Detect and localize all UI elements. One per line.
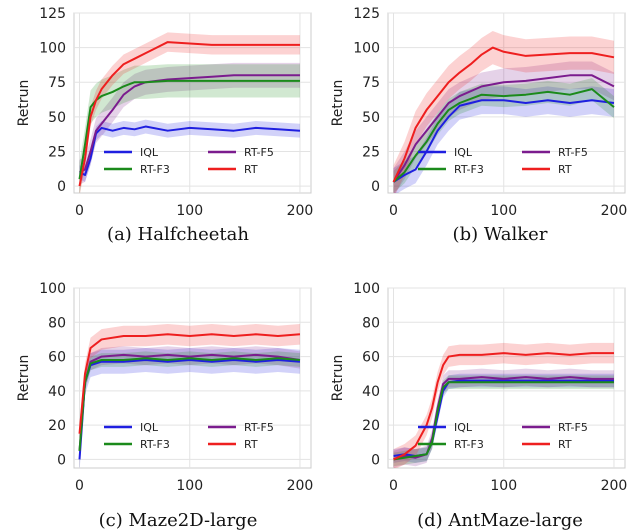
y-tick-label: 75 xyxy=(48,75,66,91)
y-tick-label: 0 xyxy=(57,452,66,468)
y-tick-label: 125 xyxy=(39,6,66,22)
x-tick-label: 200 xyxy=(287,478,314,494)
series-line-rt-f5 xyxy=(79,74,300,174)
x-tick-label: 100 xyxy=(490,203,517,219)
legend-label-rt-f3: RT-F3 xyxy=(140,163,170,176)
series-group xyxy=(393,342,614,468)
x-tick-label: 100 xyxy=(176,478,203,494)
series-band-rt xyxy=(393,31,614,193)
x-tick-label: 0 xyxy=(75,203,84,219)
y-tick-label: 20 xyxy=(362,418,380,434)
chart-panel-2: 0 25 50 75 100 125 0 100 200 Retrun IQL RT-F5 RT-F3 R… xyxy=(330,6,627,245)
series-band-rt-f3 xyxy=(79,64,300,193)
y-axis-label: Retrun xyxy=(16,355,32,402)
series-line-rt-f3 xyxy=(393,381,614,461)
series-line-iql xyxy=(392,99,615,183)
legend-label-rt-f5: RT-F5 xyxy=(558,421,588,434)
series-line-rt-f5 xyxy=(78,353,301,451)
y-tick-label: 50 xyxy=(362,110,380,126)
panel-caption: (d) AntMaze-large xyxy=(417,510,583,531)
legend: IQL RT-F5 RT-F3 RT xyxy=(104,146,274,176)
chart-panel-4: 0 20 40 60 80 100 0 100 200 Retrun IQL RT-F5 RT-F3 RT… xyxy=(330,281,627,531)
panel-caption: (b) Walker xyxy=(453,224,548,245)
series-band-rt-f3 xyxy=(393,78,614,193)
series-line-iql xyxy=(79,125,301,176)
legend-label-iql: IQL xyxy=(140,421,159,434)
y-tick-label: 80 xyxy=(362,315,380,331)
y-tick-label: 25 xyxy=(362,144,380,160)
series-line-rt xyxy=(392,46,615,183)
x-tick-label: 200 xyxy=(601,203,628,219)
series-line-rt xyxy=(393,352,614,461)
y-tick-label: 60 xyxy=(48,350,66,366)
x-tick-label: 100 xyxy=(176,203,203,219)
x-tick-label: 200 xyxy=(287,203,314,219)
series-line-rt-f3 xyxy=(392,88,615,183)
x-tick-label: 0 xyxy=(389,203,398,219)
legend-label-rt-f3: RT-F3 xyxy=(454,163,484,176)
y-tick-label: 125 xyxy=(353,6,380,22)
legend-label-iql: IQL xyxy=(454,146,473,159)
y-tick-label: 100 xyxy=(39,281,66,297)
legend: IQL RT-F5 RT-F3 RT xyxy=(104,421,274,451)
y-tick-label: 100 xyxy=(39,41,66,57)
legend-label-rt: RT xyxy=(244,438,258,451)
series-band-rt-f5 xyxy=(393,61,614,193)
series-line-rt-f3 xyxy=(78,79,300,180)
series-line-rt xyxy=(78,41,300,187)
legend-label-iql: IQL xyxy=(454,421,473,434)
series-group xyxy=(78,32,301,193)
legend: IQL RT-F5 RT-F3 RT xyxy=(418,421,588,451)
chart-panel-1: 0 25 50 75 100 125 0 100 200 Retrun IQL RT-F5 RT-F3 R… xyxy=(16,6,313,245)
x-tick-label: 200 xyxy=(601,478,628,494)
series-band-iql xyxy=(393,86,614,193)
y-tick-label: 40 xyxy=(362,384,380,400)
legend-label-rt: RT xyxy=(558,163,572,176)
x-tick-label: 0 xyxy=(389,478,398,494)
plot-frame xyxy=(387,12,626,194)
series-band-rt xyxy=(79,32,300,193)
panel-caption: (c) Maze2D-large xyxy=(99,510,258,531)
y-tick-label: 0 xyxy=(57,179,66,195)
y-tick-label: 80 xyxy=(48,315,66,331)
series-group xyxy=(78,324,301,468)
legend-label-iql: IQL xyxy=(140,146,159,159)
chart-panel-3: 0 20 40 60 80 100 0 100 200 Retrun IQL RT-F5 RT-F3 RT… xyxy=(16,281,313,531)
y-tick-label: 0 xyxy=(371,452,380,468)
panel-caption: (a) Halfcheetah xyxy=(107,224,249,245)
series-line-rt-f3 xyxy=(78,357,301,451)
y-tick-label: 60 xyxy=(362,350,380,366)
y-tick-label: 25 xyxy=(48,144,66,160)
y-axis-label: Retrun xyxy=(330,80,346,127)
y-axis-label: Retrun xyxy=(330,355,346,402)
y-tick-label: 50 xyxy=(48,110,66,126)
legend: IQL RT-F5 RT-F3 RT xyxy=(418,146,588,176)
x-tick-label: 100 xyxy=(490,478,517,494)
series-band-rt-f5 xyxy=(79,62,300,185)
y-tick-label: 0 xyxy=(371,179,380,195)
legend-label-rt-f5: RT-F5 xyxy=(558,146,588,159)
plot-frame xyxy=(73,287,312,469)
y-tick-label: 75 xyxy=(362,75,380,91)
series-band-iql xyxy=(79,119,300,182)
legend-label-rt-f5: RT-F5 xyxy=(244,421,274,434)
y-tick-label: 100 xyxy=(353,281,380,297)
y-tick-label: 40 xyxy=(48,384,66,400)
legend-label-rt: RT xyxy=(244,163,258,176)
legend-label-rt-f3: RT-F3 xyxy=(454,438,484,451)
series-line-rt-f5 xyxy=(392,74,615,183)
legend-label-rt: RT xyxy=(558,438,572,451)
series-group xyxy=(392,31,615,193)
legend-label-rt-f3: RT-F3 xyxy=(140,438,170,451)
series-line-rt xyxy=(78,333,301,434)
y-axis-label: Retrun xyxy=(16,80,32,127)
legend-label-rt-f5: RT-F5 xyxy=(244,146,274,159)
y-tick-label: 100 xyxy=(353,41,380,57)
y-tick-label: 20 xyxy=(48,418,66,434)
x-tick-label: 0 xyxy=(75,478,84,494)
